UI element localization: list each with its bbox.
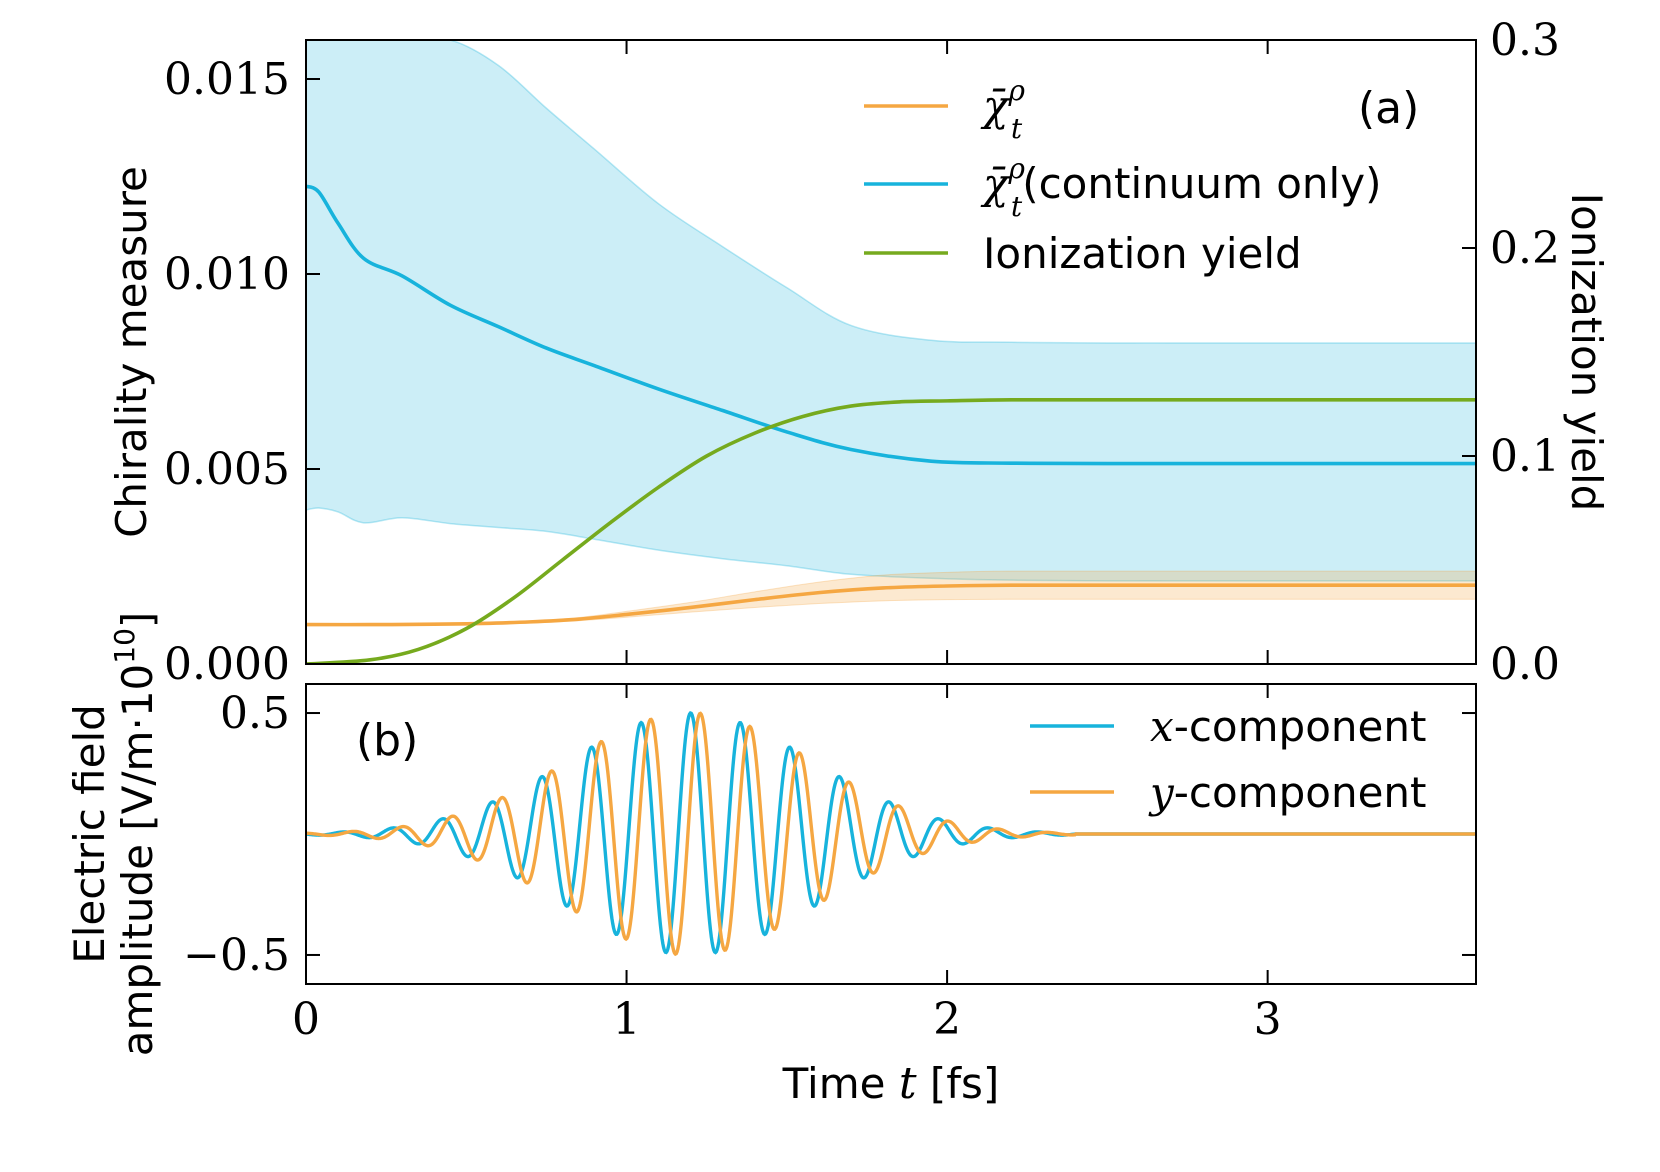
legend-a: χ̄ρ t χ̄ρ t(continuum only) Ionization yie… bbox=[864, 74, 1381, 278]
y-right-tick-label: 0.1 bbox=[1490, 431, 1560, 482]
y-right-tick-label: 0.0 bbox=[1490, 639, 1560, 690]
legend-y-label: y-component bbox=[1148, 768, 1427, 817]
y-b-tick-label: 0.5 bbox=[220, 688, 290, 739]
y-left-tick-label: 0.015 bbox=[164, 54, 290, 105]
y-b-tick-label: −0.5 bbox=[183, 930, 290, 981]
panel-a-frame bbox=[305, 39, 1477, 665]
panel-a-label: (a) bbox=[1358, 83, 1419, 134]
panel-b: 0 1 2 30.5−0.5 (b) x-component y-component … bbox=[65, 612, 1477, 1109]
legend-continuum-label: χ̄ρ t(continuum only) bbox=[980, 152, 1381, 223]
panel-b-ticks: 0 1 2 3 0.5 −0.5 bbox=[183, 684, 1476, 1045]
ionization-yield-line bbox=[306, 397, 1476, 664]
x-axis-label: Time t [fs] bbox=[782, 1058, 1000, 1109]
x-tick-label: 2 bbox=[933, 994, 961, 1045]
chi-line bbox=[306, 583, 1476, 627]
continuum-uncertainty-band bbox=[306, 40, 1476, 582]
legend-chi-label: χ̄ρ t bbox=[980, 74, 1025, 145]
panel-a-ticks: 0.000 0.005 0.010 0.015 0.0 0.1 0.2 0.3 bbox=[164, 15, 1560, 690]
y-left-tick-label: 0.010 bbox=[164, 249, 290, 300]
continuum-chirality-line bbox=[306, 184, 1476, 466]
x-tick-label: 3 bbox=[1254, 994, 1282, 1045]
y-axis-left-label: Chirality measure bbox=[107, 166, 156, 538]
chi-uncertainty-band bbox=[306, 570, 1476, 626]
legend-x-label: x-component bbox=[1150, 702, 1426, 751]
legend-yield-label: Ionization yield bbox=[983, 229, 1302, 278]
y-axis-right-label: Ionization yield bbox=[1562, 193, 1611, 512]
panel-b-frame bbox=[305, 683, 1477, 985]
y-axis-b-label-line2: amplitude [V/m·1010] bbox=[108, 612, 162, 1057]
panel-b-label: (b) bbox=[356, 715, 418, 766]
y-right-tick-label: 0.3 bbox=[1490, 15, 1560, 66]
y-left-tick-label: 0.005 bbox=[164, 444, 290, 495]
panel-a: 0.000 0.005 0.010 0.015 0.0 0.1 0.2 0.3 (a) χ̄ρ… bbox=[107, 15, 1611, 690]
y-component-line bbox=[306, 711, 1476, 957]
y-axis-b-label-line1: Electric field bbox=[65, 704, 114, 964]
x-tick-label: 1 bbox=[613, 994, 641, 1045]
x-tick-label: 0 bbox=[292, 994, 320, 1045]
y-right-tick-label: 0.2 bbox=[1490, 223, 1560, 274]
legend-b: x-component y-component bbox=[1030, 702, 1427, 817]
y-left-tick-label: 0.000 bbox=[164, 639, 290, 690]
